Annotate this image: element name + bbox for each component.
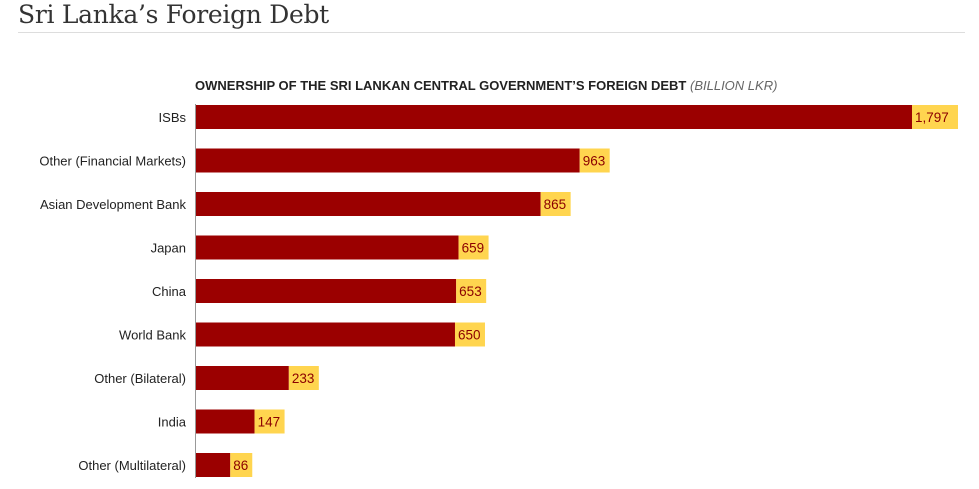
value-label-bg [254, 409, 285, 434]
value-label: 147 [258, 415, 281, 430]
value-label-bg [456, 279, 487, 303]
bar [196, 322, 455, 347]
value-label: 233 [292, 371, 315, 386]
page-title: Sri Lanka’s Foreign Debt [18, 0, 329, 29]
category-label: Other (Multilateral) [78, 458, 186, 473]
value-label-bg [230, 453, 253, 477]
value-label: 963 [583, 154, 606, 169]
bar [196, 366, 289, 390]
value-label-bg [458, 235, 489, 260]
value-label: 865 [544, 197, 567, 212]
value-label-bg [912, 105, 958, 129]
value-label-bg [540, 192, 571, 216]
category-label: China [152, 284, 187, 299]
bar [196, 148, 580, 173]
category-label: India [158, 415, 187, 430]
bar [196, 105, 912, 129]
category-label: ISBs [159, 110, 187, 125]
category-label: World Bank [119, 328, 186, 343]
chart-title-text: OWNERSHIP OF THE SRI LANKAN CENTRAL GOVE… [195, 78, 686, 93]
value-label-bg [454, 322, 485, 347]
bar [196, 235, 459, 260]
bar [196, 453, 231, 477]
value-label: 650 [458, 328, 481, 343]
category-label: Asian Development Bank [40, 197, 186, 212]
value-label-bg [579, 148, 610, 173]
value-label-bg [288, 366, 319, 390]
category-label: Other (Financial Markets) [39, 154, 186, 169]
title-divider [18, 32, 965, 33]
value-label: 659 [462, 241, 485, 256]
bar [196, 279, 457, 303]
value-label: 86 [233, 458, 248, 473]
bar [196, 192, 541, 216]
chart-unit: (BILLION LKR) [690, 78, 777, 93]
bar [196, 409, 255, 434]
chart-title: OWNERSHIP OF THE SRI LANKAN CENTRAL GOVE… [195, 78, 777, 93]
category-label: Japan [151, 241, 186, 256]
value-label: 1,797 [915, 110, 949, 125]
value-label: 653 [459, 284, 482, 299]
category-label: Other (Bilateral) [94, 371, 186, 386]
